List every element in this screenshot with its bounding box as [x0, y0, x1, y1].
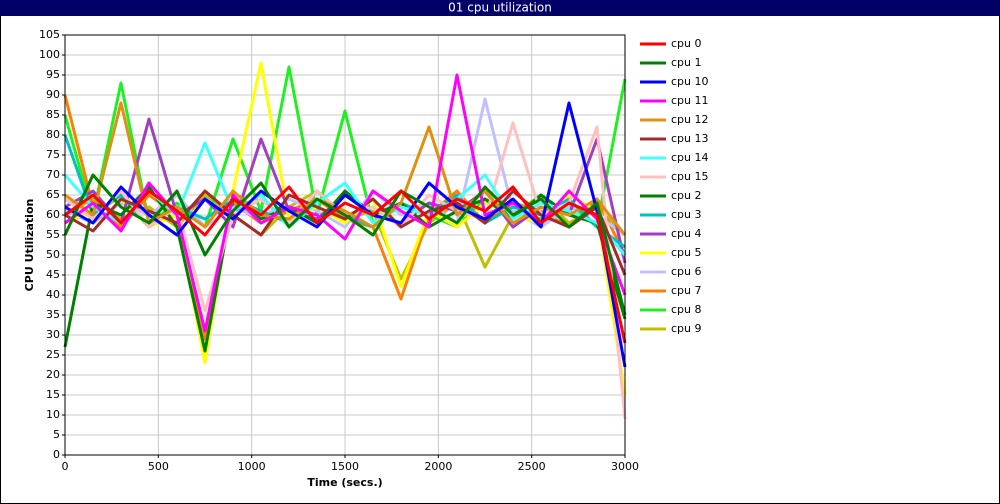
y-tick-label: 10 — [46, 408, 60, 421]
series-line — [63, 173, 627, 316]
y-tick-label: 25 — [46, 348, 60, 361]
y-tick-label: 40 — [46, 288, 60, 301]
x-tick-label: 3000 — [611, 460, 639, 473]
legend-label: cpu 6 — [671, 265, 702, 278]
y-tick-label: 60 — [46, 208, 60, 221]
legend-label: cpu 15 — [671, 170, 709, 183]
y-tick-label: 100 — [39, 48, 60, 61]
x-tick-label: 2000 — [424, 460, 452, 473]
y-tick-label: 45 — [46, 268, 60, 281]
x-tick-label: 1000 — [238, 460, 266, 473]
legend-label: cpu 7 — [671, 284, 702, 297]
y-tick-label: 50 — [46, 248, 60, 261]
y-tick-label: 85 — [46, 108, 60, 121]
series-line — [64, 185, 627, 344]
y-tick-label: 80 — [46, 128, 60, 141]
y-tick-label: 35 — [46, 308, 60, 321]
y-tick-label: 15 — [46, 388, 60, 401]
y-tick-label: 90 — [46, 88, 60, 101]
legend-label: cpu 8 — [671, 303, 702, 316]
y-tick-label: 30 — [46, 328, 60, 341]
y-tick-label: 105 — [39, 28, 60, 41]
y-axis-label: CPU Utilization — [23, 199, 36, 292]
legend-label: cpu 9 — [671, 322, 702, 335]
legend-label: cpu 14 — [671, 151, 709, 164]
chart-title: 01 cpu utilization — [448, 1, 552, 15]
y-tick-label: 0 — [53, 448, 60, 461]
legend-label: cpu 11 — [671, 94, 709, 107]
x-tick-label: 2500 — [518, 460, 546, 473]
legend-label: cpu 4 — [671, 227, 702, 240]
x-tick-label: 0 — [62, 460, 69, 473]
y-tick-label: 70 — [46, 168, 60, 181]
series-line — [64, 101, 627, 368]
legend-label: cpu 0 — [671, 37, 702, 50]
legend-label: cpu 12 — [671, 113, 709, 126]
y-tick-label: 65 — [46, 188, 60, 201]
x-tick-label: 1500 — [331, 460, 359, 473]
y-tick-label: 20 — [46, 368, 60, 381]
legend-label: cpu 5 — [671, 246, 702, 259]
y-tick-label: 55 — [46, 228, 60, 241]
legend-label: cpu 2 — [671, 189, 702, 202]
y-tick-label: 75 — [46, 148, 60, 161]
y-tick-label: 5 — [53, 428, 60, 441]
title-bar — [0, 0, 1000, 16]
legend-label: cpu 10 — [671, 75, 709, 88]
legend-label: cpu 13 — [671, 132, 709, 145]
series-line — [64, 189, 627, 276]
x-tick-label: 500 — [148, 460, 169, 473]
plot-border — [64, 34, 626, 456]
legend-label: cpu 3 — [671, 208, 702, 221]
x-axis-label: Time (secs.) — [307, 476, 382, 489]
legend-label: cpu 1 — [671, 56, 702, 69]
y-tick-label: 95 — [46, 68, 60, 81]
